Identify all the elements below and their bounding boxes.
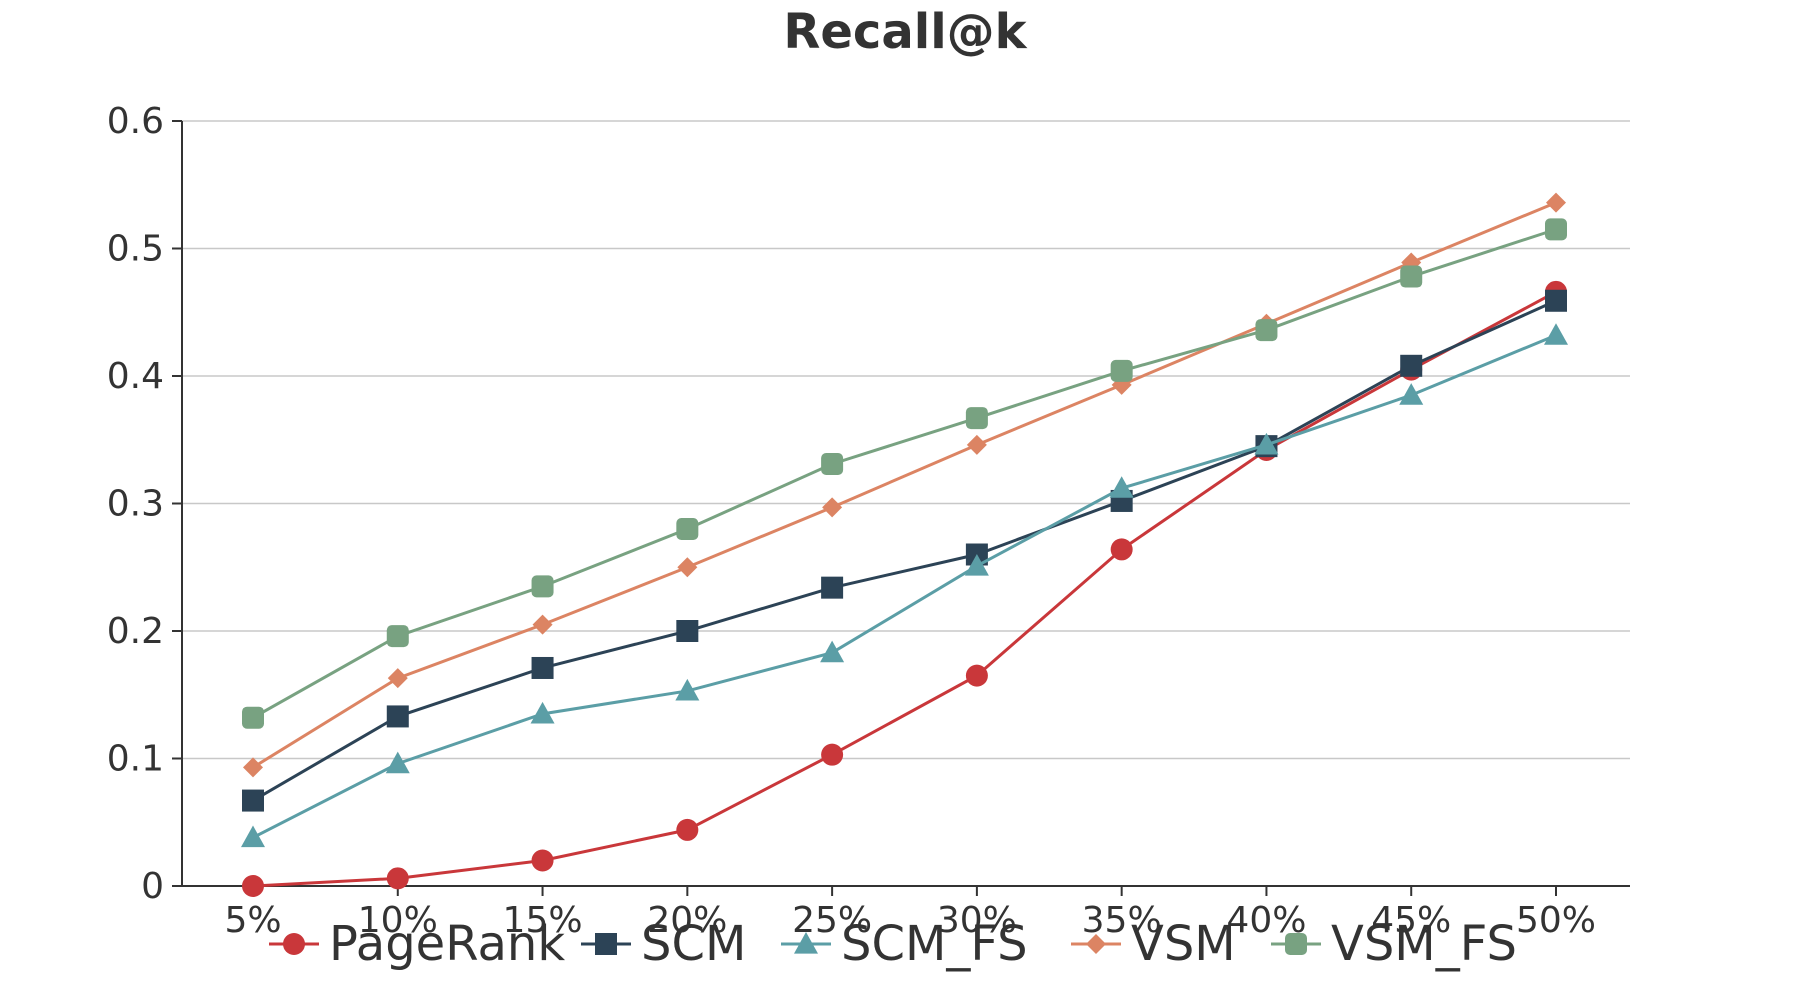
y-tick-label: 0.3	[107, 484, 164, 525]
data-point	[242, 789, 264, 812]
legend-item-vsm-fs: VSM_FS	[1271, 916, 1517, 972]
data-point	[242, 875, 264, 897]
data-point	[385, 751, 410, 774]
data-point	[531, 575, 554, 598]
data-point	[1399, 383, 1424, 405]
x-tick-label: 35%	[1082, 900, 1162, 941]
data-point	[1110, 359, 1133, 382]
data-point	[965, 407, 988, 430]
series-scm	[242, 289, 1567, 812]
y-tick-label: 0.4	[107, 356, 164, 397]
series-vsm	[243, 192, 1566, 778]
data-point	[675, 678, 700, 701]
data-point	[386, 705, 409, 728]
legend-label: SCM	[641, 916, 746, 972]
data-point	[243, 757, 263, 778]
data-point	[1110, 538, 1133, 561]
legend-marker	[1285, 933, 1307, 955]
data-point	[820, 640, 845, 663]
x-tick-label: 45%	[1371, 900, 1451, 941]
y-tick-label: 0.2	[107, 611, 164, 652]
legend-label: SCM_FS	[841, 916, 1028, 972]
legend-label: VSM	[1131, 916, 1236, 972]
legend: PageRank SCM SCM_FS VSM VSM_FS	[269, 916, 1517, 972]
data-point	[532, 614, 553, 635]
y-tick-label: 0.1	[107, 739, 164, 780]
y-tick-label: 0.6	[107, 101, 164, 142]
data-point	[386, 625, 409, 648]
data-point	[1255, 319, 1278, 342]
legend-marker	[794, 932, 818, 954]
series-line	[252, 333, 1557, 839]
data-point	[965, 664, 988, 687]
series-pagerank	[242, 280, 1567, 897]
legend-marker	[283, 933, 305, 955]
data-point	[677, 557, 698, 578]
series-vsm-fs	[242, 218, 1567, 729]
data-point	[1545, 218, 1567, 241]
data-point	[822, 497, 843, 518]
x-tick-label: 5%	[224, 900, 281, 941]
legend-item-scm-fs: SCM_FS	[781, 916, 1028, 972]
y-tick-label: 0	[141, 866, 164, 907]
data-point	[1546, 192, 1566, 213]
data-point	[387, 668, 408, 689]
series-line	[252, 227, 1557, 720]
data-point	[821, 452, 844, 475]
legend-label: VSM_FS	[1331, 916, 1517, 972]
data-point	[1400, 265, 1423, 288]
data-point	[386, 867, 409, 890]
data-point	[821, 743, 844, 766]
x-tick-label: 15%	[503, 900, 583, 941]
data-point	[676, 518, 699, 540]
data-point	[964, 553, 989, 576]
data-point	[241, 825, 265, 848]
legend-label: PageRank	[329, 916, 565, 972]
data-point	[821, 576, 844, 599]
data-point	[1254, 432, 1279, 455]
data-point	[1400, 354, 1423, 377]
series-scm-fs	[241, 323, 1568, 848]
data-point	[676, 818, 699, 841]
legend-item-vsm: VSM	[1071, 916, 1236, 972]
y-tick-label: 0.5	[107, 229, 164, 270]
series-layer	[241, 192, 1568, 897]
legend-item-pagerank: PageRank	[269, 916, 565, 972]
legend-marker	[1086, 934, 1106, 954]
legend-marker	[595, 933, 617, 955]
data-point	[242, 706, 264, 729]
series-line	[252, 201, 1557, 769]
x-tick-label: 10%	[358, 900, 438, 941]
data-point	[676, 620, 699, 642]
grid-layer	[182, 120, 1630, 760]
x-tick-label: 30%	[937, 900, 1017, 941]
axis-layer: 00.10.20.30.40.50.65% 10% 15% 20% 25% 30% 35% 4…	[107, 101, 1630, 941]
chart-title: Recall@k	[783, 4, 1027, 60]
data-point	[531, 849, 554, 872]
x-tick-label: 20%	[647, 900, 727, 941]
series-line	[252, 290, 1557, 888]
data-point	[1545, 289, 1567, 312]
data-point	[530, 701, 555, 724]
data-point	[966, 434, 987, 455]
x-tick-label: 50%	[1516, 900, 1596, 941]
data-point	[531, 656, 554, 679]
series-line	[252, 299, 1557, 802]
legend-item-scm: SCM	[581, 916, 746, 972]
data-point	[1109, 476, 1134, 498]
data-point	[1544, 323, 1568, 345]
